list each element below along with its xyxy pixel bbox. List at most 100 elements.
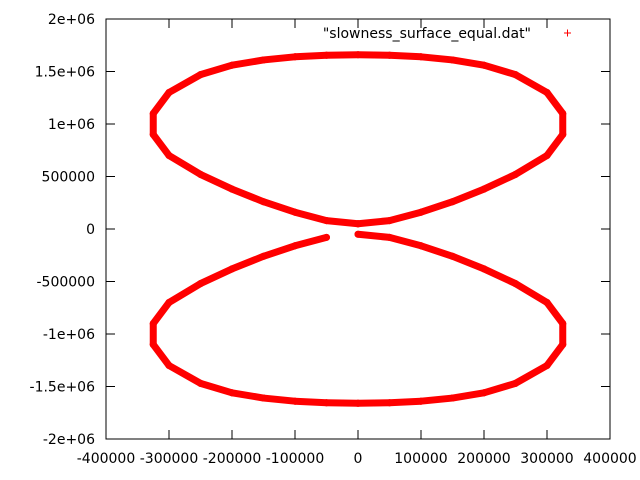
data-segment <box>417 242 456 260</box>
data-segment <box>449 389 488 402</box>
legend: "slowness_surface_equal.dat" <box>323 26 571 42</box>
data-point <box>386 233 393 241</box>
data-point <box>559 320 567 327</box>
data-point <box>260 198 267 206</box>
data-segment <box>512 71 551 96</box>
data-segment <box>386 208 425 225</box>
data-segment <box>149 131 173 159</box>
x-tick-label: -300000 <box>140 451 199 467</box>
data-point <box>354 51 362 59</box>
data-point <box>480 265 488 273</box>
data-segment <box>354 217 393 228</box>
data-segment <box>543 299 567 327</box>
data-point <box>512 379 519 387</box>
data-point <box>354 230 362 238</box>
data-point <box>559 341 567 348</box>
data-segment <box>260 394 299 405</box>
data-segment <box>449 56 488 69</box>
data-point <box>291 53 299 61</box>
data-point <box>149 110 157 117</box>
y-tick-label: -500000 <box>37 275 96 291</box>
data-point <box>512 71 519 79</box>
data-segment <box>512 152 551 178</box>
data-point <box>449 252 456 260</box>
data-point <box>323 399 330 407</box>
data-point <box>197 71 204 79</box>
data-segment <box>417 198 456 216</box>
y-tick-label: -1e+06 <box>43 327 95 343</box>
x-tick-label: 300000 <box>520 451 573 467</box>
data-segment <box>149 341 173 369</box>
y-tick-label: 2e+06 <box>48 12 95 28</box>
data-segment <box>165 280 204 306</box>
data-point <box>149 320 157 327</box>
data-segment <box>480 379 519 397</box>
data-point <box>323 51 330 59</box>
data-point <box>543 89 551 96</box>
data-point <box>149 131 157 138</box>
data-point <box>291 397 299 405</box>
data-segment <box>228 389 267 402</box>
data-segment <box>354 230 393 241</box>
data-segment <box>417 53 456 64</box>
y-tick-label: 0 <box>86 222 95 238</box>
x-tick-label: 400000 <box>583 451 636 467</box>
data-segment <box>149 299 173 327</box>
data-segment <box>228 185 267 206</box>
axis-tick-labels: -400000 -300000 -200000 -100000 0 100000 20000… <box>30 12 637 467</box>
x-tick-label: -400000 <box>77 451 136 467</box>
data-segment <box>165 152 204 178</box>
data-segment <box>480 265 519 288</box>
y-tick-label: 1e+06 <box>48 117 95 133</box>
data-point <box>197 170 204 178</box>
data-segment <box>323 51 362 59</box>
data-point <box>260 394 267 402</box>
data-point <box>165 299 173 306</box>
legend-marker <box>564 29 571 37</box>
data-point <box>165 362 173 369</box>
data-point <box>260 56 267 64</box>
data-segment <box>543 89 567 117</box>
data-point <box>480 61 488 69</box>
data-segment <box>323 217 362 228</box>
data-segment <box>291 51 330 61</box>
data-point <box>323 217 330 225</box>
data-segment <box>386 233 425 250</box>
data-segment <box>228 252 267 273</box>
data-segment <box>543 131 567 159</box>
legend-label: "slowness_surface_equal.dat" <box>323 26 531 42</box>
data-segment <box>260 242 299 260</box>
data-point <box>417 397 425 405</box>
axis-ticks <box>105 18 611 440</box>
data-segment <box>480 61 519 79</box>
data-point <box>386 217 393 225</box>
data-segment <box>354 51 393 59</box>
data-segment <box>291 233 330 250</box>
data-segment <box>197 61 236 79</box>
data-segment <box>512 280 551 306</box>
data-segment <box>386 51 425 61</box>
data-point <box>480 389 488 397</box>
data-point <box>228 389 236 397</box>
data-segment <box>260 53 299 64</box>
x-tick-label: 200000 <box>457 451 510 467</box>
y-tick-label: -1.5e+06 <box>30 380 96 396</box>
y-tick-label: 1.5e+06 <box>35 65 96 81</box>
data-segment <box>543 341 567 369</box>
data-point <box>449 198 456 206</box>
data-segment <box>323 399 362 407</box>
data-segment <box>197 265 236 288</box>
data-segment <box>197 170 236 193</box>
data-point <box>165 89 173 96</box>
data-point <box>543 362 551 369</box>
y-tick-label: 500000 <box>42 170 95 186</box>
data-segment <box>228 56 267 69</box>
data-point <box>480 185 488 193</box>
data-segment <box>449 252 488 273</box>
data-point <box>449 394 456 402</box>
data-point <box>228 265 236 273</box>
data-point <box>323 233 330 241</box>
y-tick-label: -2e+06 <box>43 432 95 448</box>
data-point <box>543 152 551 159</box>
data-segment <box>149 89 173 117</box>
